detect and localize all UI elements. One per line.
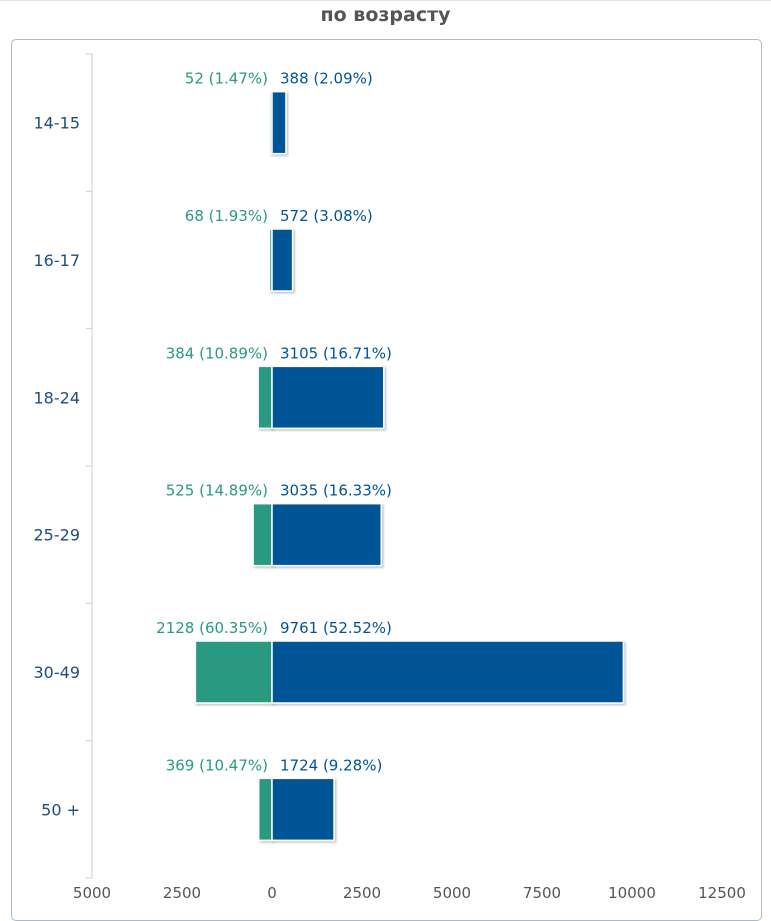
data-label-right: 3105 (16.71%) [280, 344, 392, 362]
category-label: 16-17 [34, 251, 81, 270]
category-label: 25-29 [34, 526, 81, 545]
category-label: 14-15 [34, 114, 81, 133]
data-label-right: 3035 (16.33%) [280, 482, 392, 500]
bar-right-16-17[interactable] [271, 228, 294, 292]
bar-left-25-29[interactable] [252, 502, 273, 567]
data-label-left: 525 (14.89%) [166, 482, 268, 500]
data-label-right: 9761 (52.52%) [280, 619, 392, 637]
bar-right-30-49[interactable] [271, 640, 625, 704]
x-tick-label: 2500 [343, 884, 381, 902]
chart-panel [11, 39, 762, 921]
data-label-left: 2128 (60.35%) [156, 619, 268, 637]
bar-right-50[interactable] [271, 777, 335, 842]
data-label-right: 388 (2.09%) [280, 70, 373, 88]
data-label-right: 572 (3.08%) [280, 207, 373, 225]
x-tick-label: 2500 [163, 884, 201, 902]
bar-right-14-15[interactable] [271, 90, 287, 155]
x-tick-label: 10000 [608, 884, 656, 902]
bar-left-18-24[interactable] [257, 365, 273, 430]
chart-title: по возрасту [320, 4, 451, 26]
bar-left-30-49[interactable] [194, 640, 273, 704]
bar-left-50[interactable] [257, 777, 273, 842]
bar-right-25-29[interactable] [271, 502, 383, 567]
category-label: 30-49 [34, 663, 81, 682]
data-label-left: 52 (1.47%) [185, 70, 268, 88]
data-label-left: 68 (1.93%) [185, 207, 268, 225]
x-tick-label: 5000 [433, 884, 471, 902]
x-tick-label: 5000 [73, 884, 111, 902]
data-label-left: 369 (10.47%) [166, 756, 268, 774]
bar-right-18-24[interactable] [271, 365, 385, 430]
x-tick-label: 7500 [523, 884, 561, 902]
x-tick-label: 12500 [698, 884, 746, 902]
category-label: 50 + [41, 800, 80, 819]
data-label-left: 384 (10.89%) [166, 344, 268, 362]
title-rule [0, 0, 771, 1]
x-tick-label: 0 [267, 884, 277, 902]
data-label-right: 1724 (9.28%) [280, 756, 382, 774]
category-label: 18-24 [34, 388, 81, 407]
